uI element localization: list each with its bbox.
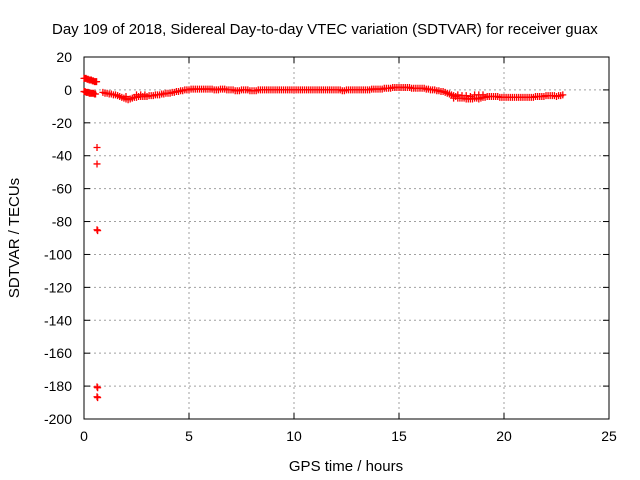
y-tick-label: -40 [52,148,72,164]
data-point [454,91,462,99]
data-point [94,384,102,392]
y-tick-label: -20 [52,115,72,131]
grid [84,57,609,419]
y-tick-label: 0 [64,82,72,98]
y-tick-label: -120 [44,279,72,295]
y-tick-label: -100 [44,246,72,262]
data-point [94,394,102,402]
data-point [141,91,149,99]
data-point [93,144,101,151]
y-tick-label: -140 [44,312,72,328]
y-tick-label: -80 [52,214,72,230]
x-tick-label: 0 [80,428,88,444]
y-tick-label: -160 [44,345,72,361]
plot-frame [83,56,610,420]
data-point [462,92,470,100]
y-tick-label: -200 [44,411,72,427]
x-tick-label: 25 [601,428,617,444]
x-tick-label: 20 [496,428,512,444]
y-tick-label: -180 [44,378,72,394]
x-tick-label: 15 [391,428,407,444]
y-tick-label: 20 [56,49,72,65]
data-points [80,74,567,402]
axis-ticks: 0 5 10 15 20 25 20 0 -20 -40 -60 -80 -100 -120 -140 -16… [44,49,617,444]
data-point [93,160,101,168]
data-point [92,90,100,98]
x-tick-label: 10 [286,428,302,444]
data-point [479,91,487,99]
x-axis-title: GPS time / hours [289,458,403,475]
chart-title: Day 109 of 2018, Sidereal Day-to-day VTE… [52,21,598,38]
x-tick-label: 5 [185,428,193,444]
data-point [93,78,101,86]
data-point [559,91,567,99]
data-point [94,227,102,235]
y-axis-title: SDTVAR / TECUs [6,178,23,298]
data-point [450,94,458,102]
y-tick-label: -60 [52,181,72,197]
